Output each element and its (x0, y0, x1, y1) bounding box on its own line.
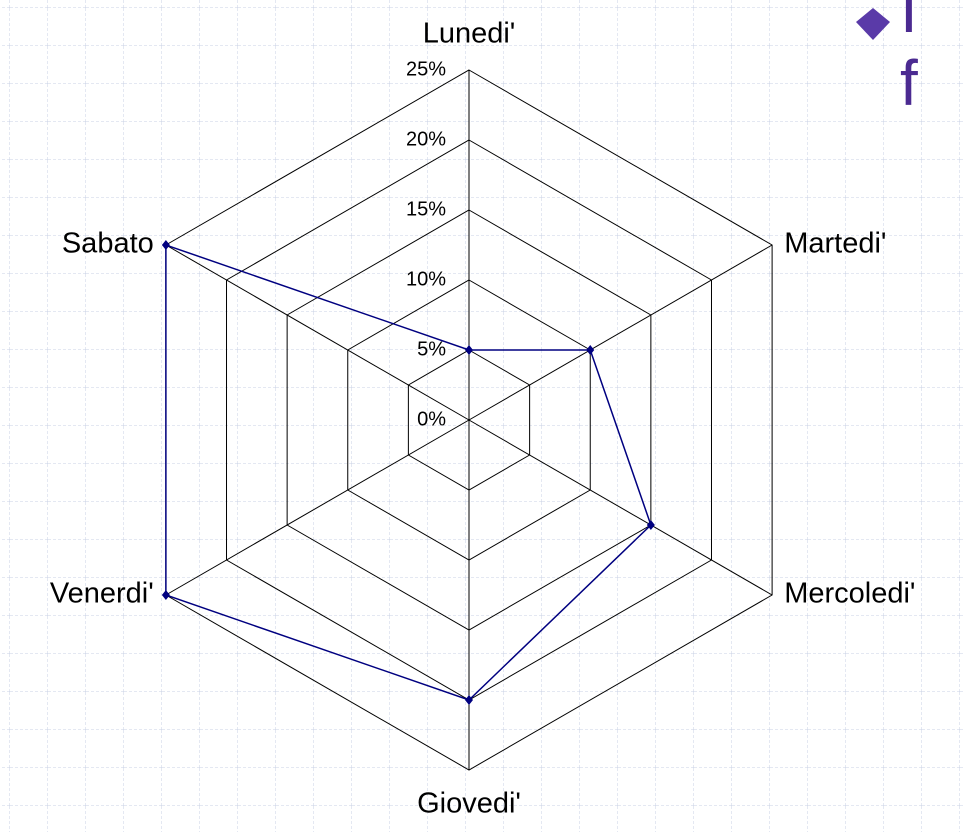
spoke (468, 419, 773, 596)
category-label: Giovedi' (417, 788, 521, 820)
spoke (165, 244, 470, 421)
category-label: Venerdi' (50, 578, 154, 610)
grid-ring (286, 209, 652, 631)
data-point (161, 590, 170, 600)
bullet-icon (856, 8, 890, 40)
y-tick-label: 25% (406, 58, 446, 80)
data-point (161, 240, 170, 250)
grid-ring (407, 349, 531, 491)
data-point (465, 345, 473, 355)
category-label: Sabato (62, 228, 154, 260)
slide-text: f (900, 47, 918, 119)
y-tick-label: 10% (406, 268, 446, 290)
category-label: Martedi' (784, 228, 886, 260)
category-label: Lunedi' (423, 18, 516, 50)
y-tick-label: 0% (417, 408, 446, 430)
y-tick-label: 5% (417, 338, 446, 360)
y-tick-label: 20% (406, 128, 446, 150)
y-tick-label: 15% (406, 198, 446, 220)
data-point (465, 695, 473, 705)
data-point (646, 520, 655, 530)
data-point (586, 345, 595, 355)
spoke (165, 419, 470, 596)
slide-text: I (900, 0, 918, 46)
spoke (468, 244, 773, 421)
category-label: Mercoledi' (784, 578, 915, 610)
